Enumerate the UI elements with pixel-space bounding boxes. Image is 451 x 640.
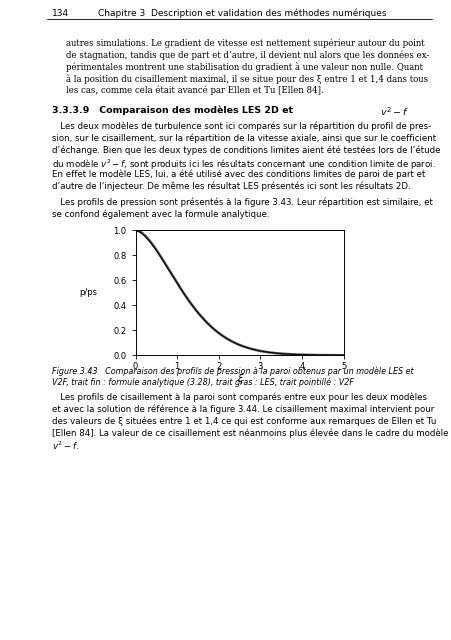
Text: Chapitre 3  Description et validation des méthodes numériques: Chapitre 3 Description et validation des… [97,8,385,18]
Text: 3.3.3.9   Comparaison des modèles LES 2D et: 3.3.3.9 Comparaison des modèles LES 2D e… [52,106,296,115]
Text: de stagnation, tandis que de part et d’autre, il devient nul alors que les donné: de stagnation, tandis que de part et d’a… [65,51,428,60]
Text: se confond également avec la formule analytique.: se confond également avec la formule ana… [52,209,269,219]
Text: à la position du cisaillement maximal, il se situe pour des ξ entre 1 et 1,4 dan: à la position du cisaillement maximal, i… [65,74,427,84]
Text: et avec la solution de référence à la figure 3.44. Le cisaillement maximal inter: et avec la solution de référence à la fi… [52,404,433,414]
Text: les cas, comme cela était avancé par Ellen et Tu [Ellen 84].: les cas, comme cela était avancé par Ell… [65,86,322,95]
Text: En effet le modèle LES, lui, a été utilisé avec des conditions limites de paroi : En effet le modèle LES, lui, a été utili… [52,169,424,179]
Text: $v^2 - f$.: $v^2 - f$. [52,440,79,452]
Text: d’échange. Bien que les deux types de conditions limites aient été testées lors : d’échange. Bien que les deux types de co… [52,145,440,155]
Text: Les deux modèles de turbulence sont ici comparés sur la répartition du profil de: Les deux modèles de turbulence sont ici … [52,122,430,131]
X-axis label: ξ: ξ [236,374,242,384]
Text: du modèle $v^2-f$, sont produits ici les résultats concernant une condition limi: du modèle $v^2-f$, sont produits ici les… [52,157,435,172]
Text: Figure 3.43   Comparaison des profils de pression à la paroi obtenus par un modè: Figure 3.43 Comparaison des profils de p… [52,367,413,376]
Text: d’autre de l’injecteur. De même les résultat LES présentés ici sont les résultat: d’autre de l’injecteur. De même les résu… [52,181,410,191]
Y-axis label: p/ps: p/ps [79,289,97,298]
Text: Les profils de pression sont présentés à la figure 3.43. Leur répartition est si: Les profils de pression sont présentés à… [52,198,432,207]
Text: Les profils de cisaillement à la paroi sont comparés entre eux pour les deux mod: Les profils de cisaillement à la paroi s… [52,392,426,402]
Text: 134: 134 [52,9,69,18]
Text: des valeurs de ξ situées entre 1 et 1,4 ce qui est conforme aux remarques de Ell: des valeurs de ξ situées entre 1 et 1,4 … [52,416,435,426]
Text: sion, sur le cisaillement, sur la répartition de la vitesse axiale, ainsi que su: sion, sur le cisaillement, sur la répart… [52,134,435,143]
Text: $v^2 - f$: $v^2 - f$ [379,106,408,118]
Text: périmentales montrent une stabilisation du gradient à une valeur non nulle. Quan: périmentales montrent une stabilisation … [65,62,422,72]
Text: [Ellen 84]. La valeur de ce cisaillement est néanmoins plus élevée dans le cadre: [Ellen 84]. La valeur de ce cisaillement… [52,428,447,438]
Text: autres simulations. Le gradient de vitesse est nettement supérieur autour du poi: autres simulations. Le gradient de vites… [65,38,423,48]
Text: V2F, trait fin : formule analytique (3.28), trait gras : LES, trait pointillé : : V2F, trait fin : formule analytique (3.2… [52,377,353,387]
